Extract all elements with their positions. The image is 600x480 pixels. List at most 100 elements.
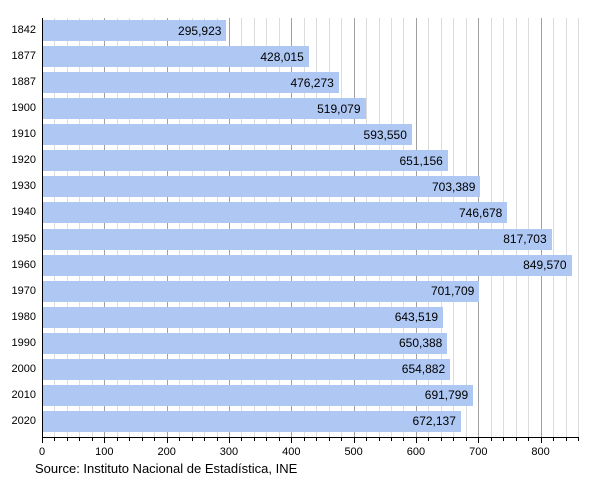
x-axis-tick	[116, 438, 118, 441]
minor-gridline	[565, 18, 567, 437]
bar-1842: 295,923	[43, 20, 227, 41]
minor-gridline	[191, 18, 193, 437]
x-axis-tick	[378, 438, 380, 441]
x-axis-tick	[179, 438, 181, 441]
bar-1900: 519,079	[43, 98, 366, 120]
x-axis-tick	[528, 438, 530, 441]
bar-2020: 672,137	[43, 410, 461, 432]
minor-gridline	[141, 18, 143, 437]
x-axis-tick-label: 200	[157, 446, 176, 458]
y-axis-category-label: 1877	[11, 50, 36, 63]
y-axis-category-label: 1842	[11, 24, 36, 36]
x-axis-tick	[129, 438, 131, 441]
x-axis-tick	[428, 438, 430, 441]
x-axis-line	[42, 437, 579, 438]
major-gridline	[478, 18, 480, 437]
minor-gridline	[366, 18, 368, 437]
bar-value-label: 701,709	[430, 284, 475, 299]
x-axis-tick	[104, 438, 106, 443]
minor-gridline	[403, 18, 405, 437]
minor-gridline	[116, 18, 118, 437]
minor-gridline	[54, 18, 56, 437]
minor-gridline	[241, 18, 243, 437]
y-axis-category-label: 2000	[11, 362, 36, 375]
x-axis-tick	[79, 438, 81, 441]
bar-value-label: 849,570	[523, 258, 567, 273]
source-note: Source: Instituto Nacional de Estadístic…	[35, 461, 298, 476]
minor-gridline	[66, 18, 68, 437]
bar-value-label: 650,388	[398, 336, 443, 351]
x-axis-tick	[565, 438, 567, 441]
x-axis-tick	[353, 438, 355, 443]
y-axis-category-label: 1950	[11, 232, 36, 245]
bar-1980: 643,519	[43, 306, 444, 328]
bar-value-label: 643,519	[394, 310, 439, 325]
x-axis-tick	[216, 438, 218, 441]
minor-gridline	[204, 18, 206, 437]
x-axis-tick	[266, 438, 268, 441]
minor-gridline	[216, 18, 218, 437]
major-gridline	[540, 18, 542, 437]
major-gridline	[353, 18, 355, 437]
x-axis-tick	[515, 438, 517, 441]
major-gridline	[415, 18, 417, 437]
x-axis-tick	[54, 438, 56, 441]
major-gridline	[228, 18, 230, 437]
x-axis-tick	[42, 438, 43, 443]
x-axis-tick	[328, 438, 330, 441]
y-axis-category-label: 2010	[11, 388, 36, 401]
bar-value-label: 428,015	[260, 49, 304, 64]
x-axis-tick	[391, 438, 393, 441]
x-axis-tick	[241, 438, 243, 441]
x-axis-tick	[403, 438, 405, 441]
bar-1940: 746,678	[43, 202, 508, 224]
x-axis-tick-label: 0	[38, 446, 46, 458]
bar-value-label: 672,137	[412, 414, 456, 429]
y-axis-category-label: 1910	[11, 128, 36, 141]
x-axis-tick-label: 700	[469, 446, 488, 458]
minor-gridline	[428, 18, 430, 437]
bar-1970: 701,709	[43, 280, 480, 302]
y-axis-category-label: 1930	[11, 180, 36, 193]
x-axis-tick	[553, 438, 555, 441]
x-axis-tick	[578, 438, 579, 441]
x-axis-tick-label: 800	[531, 446, 550, 458]
minor-gridline	[129, 18, 131, 437]
minor-gridline	[528, 18, 530, 437]
minor-gridline	[179, 18, 181, 437]
minor-gridline	[341, 18, 343, 437]
y-axis-category-label: 2020	[11, 414, 36, 427]
bar-value-label: 691,799	[424, 388, 469, 403]
minor-gridline	[266, 18, 268, 437]
x-axis-tick	[204, 438, 206, 441]
x-axis-tick	[154, 438, 156, 441]
minor-gridline	[578, 18, 579, 437]
x-axis-tick	[141, 438, 143, 441]
x-axis-tick	[453, 438, 455, 441]
y-axis-category-label: 1990	[11, 336, 36, 349]
x-axis-tick	[191, 438, 193, 441]
bar-value-label: 593,550	[363, 127, 407, 142]
x-axis-tick-label: 500	[344, 446, 363, 458]
y-axis-category-label: 1887	[11, 76, 36, 89]
y-axis-category-label: 1970	[11, 284, 36, 297]
bar-value-label: 476,273	[290, 75, 334, 90]
x-axis-tick	[253, 438, 255, 441]
x-axis-tick	[291, 438, 293, 443]
minor-gridline	[515, 18, 517, 437]
bar-value-label: 703,389	[431, 179, 476, 194]
minor-gridline	[316, 18, 318, 437]
bar-value-label: 519,079	[317, 101, 361, 116]
bar-1887: 476,273	[43, 72, 339, 94]
x-axis-tick	[228, 438, 230, 443]
y-axis-line	[42, 18, 43, 438]
x-axis-tick-label: 100	[95, 446, 114, 458]
x-axis-tick	[465, 438, 467, 441]
major-gridline	[166, 18, 168, 437]
y-axis-category-label: 1980	[11, 310, 36, 323]
minor-gridline	[253, 18, 255, 437]
x-axis-tick	[66, 438, 68, 441]
y-axis-category-label: 1940	[11, 206, 36, 219]
bar-1950: 817,703	[43, 228, 552, 250]
